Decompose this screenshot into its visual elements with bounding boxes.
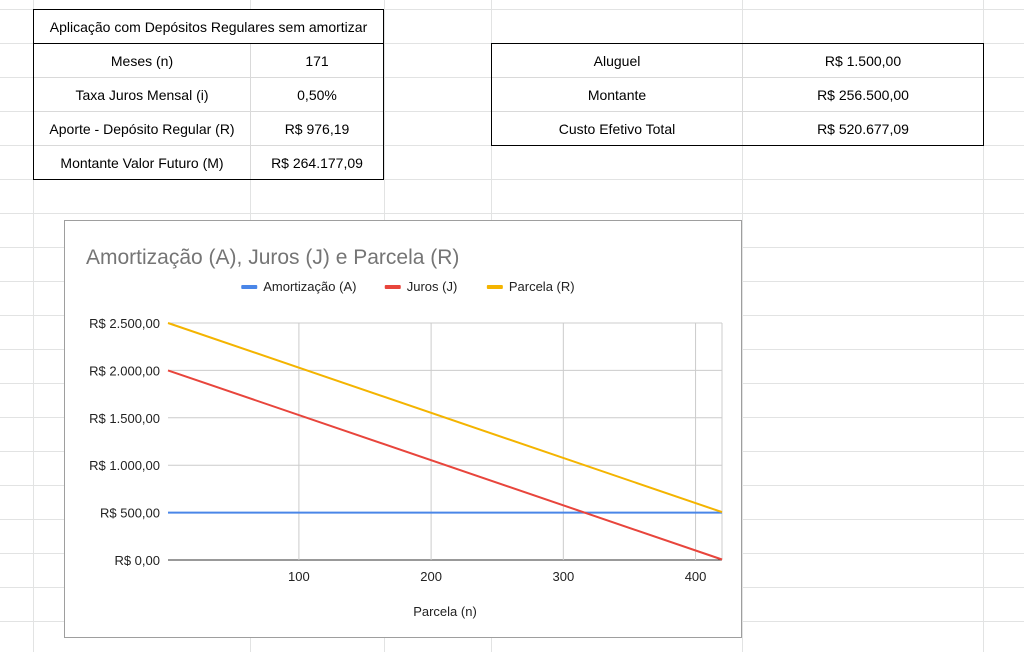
legend-swatch-1 [384, 285, 401, 289]
legend-label-2: Parcela (R) [509, 279, 575, 294]
legend-swatch-2 [486, 285, 503, 289]
row-label-taxa[interactable]: Taxa Juros Mensal (i) [75, 86, 209, 103]
row-label-montante[interactable]: Montante Valor Futuro (M) [60, 154, 224, 171]
column-border [33, 0, 34, 652]
legend-label-1: Juros (J) [407, 279, 458, 294]
row-label-meses[interactable]: Meses (n) [110, 52, 174, 69]
row-border [0, 213, 1024, 214]
x-axis-label: Parcela (n) [413, 604, 477, 619]
row-value-meses[interactable]: 171 [305, 52, 329, 69]
series-line-1 [167, 369, 723, 561]
row-divider [34, 145, 383, 146]
column-border [742, 0, 743, 652]
chart-series [167, 322, 723, 561]
left-table-border [33, 9, 384, 180]
row-label-aporte[interactable]: Aporte - Depósito Regular (R) [49, 120, 235, 137]
column-divider [250, 44, 251, 179]
row-value-custo[interactable]: R$ 520.677,09 [817, 120, 909, 137]
legend-label-0: Amortização (A) [263, 279, 356, 294]
y-tick-label: R$ 0,00 [114, 553, 160, 568]
row-label-custo[interactable]: Custo Efetivo Total [558, 120, 676, 137]
row-divider [34, 77, 383, 78]
row-border [0, 9, 1024, 10]
y-tick-label: R$ 2.500,00 [89, 316, 160, 331]
column-divider [742, 44, 743, 145]
x-tick-label: 100 [288, 569, 310, 584]
x-tick-label: 200 [420, 569, 442, 584]
x-tick-label: 400 [685, 569, 707, 584]
left-table-title-border [33, 9, 384, 44]
row-value-taxa[interactable]: 0,50% [297, 86, 337, 103]
row-label-montante-right[interactable]: Montante [587, 86, 647, 103]
y-tick-label: R$ 500,00 [100, 506, 160, 521]
row-divider [492, 77, 983, 78]
right-table-border [491, 43, 984, 146]
chart-grid [168, 322, 723, 561]
y-tick-label: R$ 1.000,00 [89, 458, 160, 473]
row-value-montante[interactable]: R$ 264.177,09 [271, 154, 363, 171]
legend-swatch-0 [241, 285, 258, 289]
row-value-aluguel[interactable]: R$ 1.500,00 [824, 52, 902, 69]
chart-title: Amortização (A), Juros (J) e Parcela (R) [86, 246, 459, 269]
y-tick-label: R$ 2.000,00 [89, 363, 160, 378]
line-chart[interactable]: Amortização (A), Juros (J) e Parcela (R)… [64, 220, 742, 638]
y-axis-ticks: R$ 0,00 R$ 500,00 R$ 1.000,00 R$ 1.500,00 R$… [89, 316, 160, 568]
chart-svg: Amortização (A), Juros (J) e Parcela (R)… [86, 246, 723, 619]
row-value-montante-right[interactable]: R$ 256.500,00 [817, 86, 909, 103]
row-label-aluguel[interactable]: Aluguel [593, 52, 641, 69]
left-table-title[interactable]: Aplicação com Depósitos Regulares sem am… [49, 18, 368, 35]
x-axis-ticks: 100 200 300 400 [288, 569, 706, 584]
y-tick-label: R$ 1.500,00 [89, 411, 160, 426]
chart-legend: Amortização (A) Juros (J) Parcela (R) [241, 279, 575, 294]
row-divider [34, 111, 383, 112]
x-tick-label: 300 [552, 569, 574, 584]
series-line-2 [167, 322, 723, 514]
column-border [983, 0, 984, 652]
row-divider [492, 111, 983, 112]
row-value-aporte[interactable]: R$ 976,19 [284, 120, 350, 137]
row-border [0, 179, 1024, 180]
